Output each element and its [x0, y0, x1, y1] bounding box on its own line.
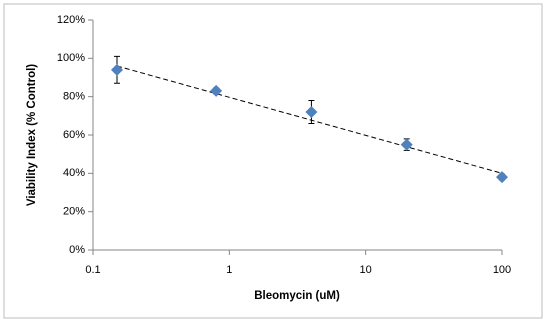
- point: [210, 84, 223, 97]
- y-tick-label: 40%: [63, 167, 85, 179]
- x-tick-label: 1: [226, 264, 232, 276]
- y-tick-label: 120%: [57, 14, 85, 26]
- point: [305, 106, 318, 118]
- chart-border: [3, 3, 543, 319]
- y-tick-label: 20%: [63, 206, 85, 218]
- y-tick-label: 80%: [63, 91, 85, 103]
- x-tick-label: 0.1: [85, 264, 100, 276]
- y-tick-label: 60%: [63, 129, 85, 141]
- point: [496, 171, 508, 184]
- y-axis-title: Viability Index (% Control): [26, 64, 38, 206]
- x-axis-title: Bleomycin (uM): [254, 290, 340, 302]
- trendline: [116, 65, 503, 174]
- x-tick-label: 10: [360, 264, 372, 276]
- point: [400, 138, 413, 151]
- y-tick-label: 0%: [69, 244, 85, 256]
- x-tick-label: 100: [493, 264, 511, 276]
- y-tick-label: 100%: [57, 52, 85, 64]
- point: [111, 63, 124, 76]
